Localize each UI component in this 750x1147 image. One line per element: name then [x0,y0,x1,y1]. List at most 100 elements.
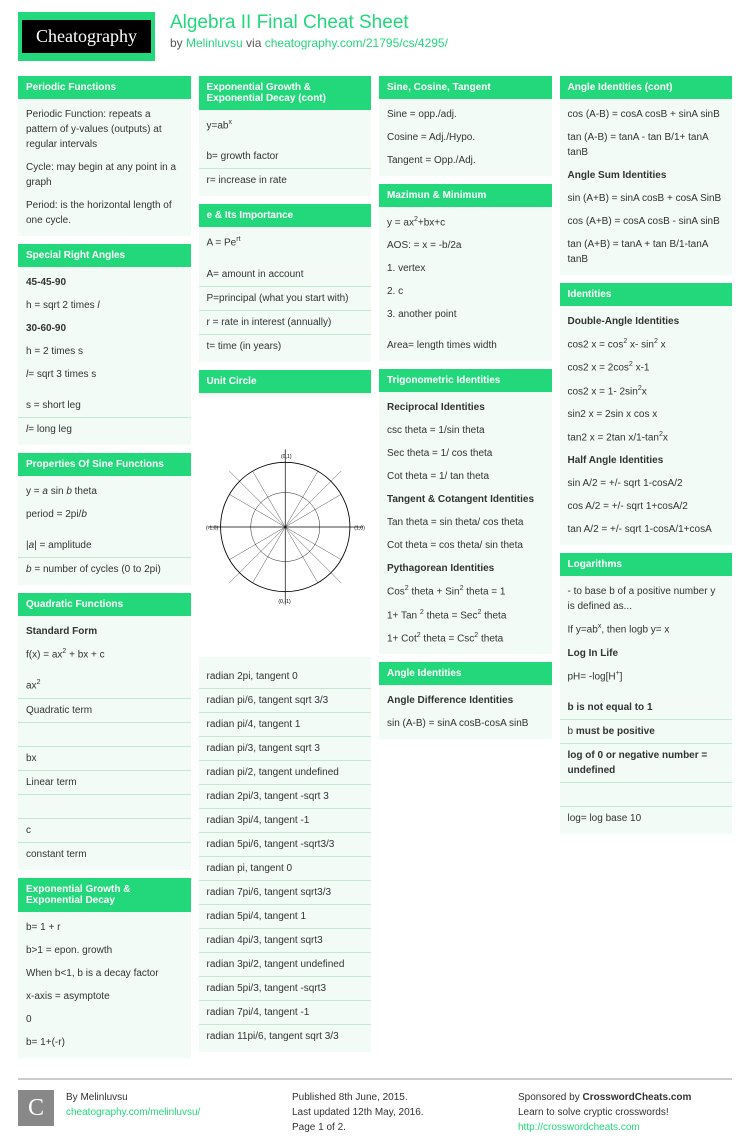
sponsor-link[interactable]: http://crosswordcheats.com [518,1122,640,1133]
content-row: tan (A+B) = tanA + tan B/1-tanA tanB [560,233,733,271]
content-row: y = a sin b theta [18,480,191,503]
footer-logo-icon: C [18,1090,54,1126]
content-row: Cot theta = cos theta/ sin theta [379,534,552,557]
content-row: Tangent = Opp./Adj. [379,149,552,172]
content-row: Linear term [18,770,191,794]
content-row: cos (A-B) = cosA cosB + sinA sinB [560,103,733,126]
box-trig-ident: Trigonometric Identities Reciprocal Iden… [379,369,552,654]
footer-author-link[interactable]: cheatography.com/melinluvsu/ [66,1107,200,1118]
content-row: 1+ Cot2 theta = Csc2 theta [379,627,552,650]
content-row: ax2 [18,674,191,697]
content-row: sin (A-B) = sinA cosB-cosA sinB [379,712,552,735]
content-row: log of 0 or negative number = undefined [560,743,733,782]
box-logarithms: Logarithms - to base b of a positive num… [560,553,733,834]
content-row: A= amount in account [199,263,372,286]
author-link[interactable]: Melinluvsu [186,36,243,50]
page-title: Algebra II Final Cheat Sheet [170,12,448,34]
content-row: radian pi/6, tangent sqrt 3/3 [199,688,372,712]
content-row: cos A/2 = +/- sqrt 1+cosA/2 [560,495,733,518]
content-row: If y=abx, then logb y= x [560,618,733,641]
content-row: AOS: = x = -b/2a [379,234,552,257]
content-row: Cycle: may begin at any point in a graph [18,156,191,194]
content-row [18,794,191,818]
content-row: radian 7pi/4, tangent -1 [199,1000,372,1024]
content-row: P=principal (what you start with) [199,286,372,310]
content-row: Area= length times width [379,334,552,357]
content-row: Angle Sum Identities [560,164,733,187]
content-row: radian 7pi/6, tangent sqrt3/3 [199,880,372,904]
content-row: Pythagorean Identities [379,557,552,580]
content-row: log= log base 10 [560,806,733,830]
content-row: Tan theta = sin theta/ cos theta [379,511,552,534]
content-row: - to base b of a positive number y is de… [560,580,733,618]
content-row: b must be positive [560,719,733,743]
content-row: h = sqrt 2 times l [18,294,191,317]
content-row: cos (A+B) = cosA cosB - sinA sinB [560,210,733,233]
content-row: Standard Form [18,620,191,643]
column-2: Exponential Growth & Exponential Decay (… [199,76,372,1066]
content-row: Reciprocal Identities [379,396,552,419]
content-row: c [18,818,191,842]
content-row: Tangent & Cotangent Identities [379,488,552,511]
footer: C By Melinluvsu cheatography.com/melinlu… [18,1078,732,1135]
content-row: x-axis = asymptote [18,985,191,1008]
content-row: y=abx [199,114,372,137]
svg-text:(0,-1): (0,-1) [278,599,291,605]
column-3: Sine, Cosine, Tangent Sine = opp./adj.Co… [379,76,552,1066]
box-exp-growth: Exponential Growth & Exponential Decay b… [18,878,191,1058]
content-row: radian 5pi/4, tangent 1 [199,904,372,928]
byline: by Melinluvsu via cheatography.com/21795… [170,36,448,50]
content-row: radian pi/2, tangent undefined [199,760,372,784]
box-angle-ident: Angle Identities Angle Difference Identi… [379,662,552,739]
content-row: 1+ Tan 2 theta = Sec2 theta [379,604,552,627]
content-row: csc theta = 1/sin theta [379,419,552,442]
content-row: Sine = opp./adj. [379,103,552,126]
content-row: tan (A-B) = tanA - tan B/1+ tanA tanB [560,126,733,164]
content-row: Cos2 theta + Sin2 theta = 1 [379,580,552,603]
footer-sponsor: Sponsored by CrosswordCheats.com Learn t… [518,1090,732,1135]
content-row: b is not equal to 1 [560,696,733,719]
content-row: Sec theta = 1/ cos theta [379,442,552,465]
content-row: radian pi/3, tangent sqrt 3 [199,736,372,760]
content-row: 2. c [379,280,552,303]
content-row: Cosine = Adj./Hypo. [379,126,552,149]
source-link[interactable]: cheatography.com/21795/cs/4295/ [265,36,448,50]
box-max-min: Mazimun & Minimum y = ax2+bx+cAOS: = x =… [379,184,552,361]
footer-meta: Published 8th June, 2015. Last updated 1… [292,1090,506,1135]
content-row: s = short leg [18,394,191,417]
content-row: tan2 x = 2tan x/1-tan2x [560,426,733,449]
content-row: 45-45-90 [18,271,191,294]
content-row: radian 5pi/3, tangent -sqrt3 [199,976,372,1000]
unit-circle-diagram: (1,0) (0,1) (-1,0) (0,-1) [199,397,372,657]
content-row: sin2 x = 2sin x cos x [560,403,733,426]
content-row: Double-Angle Identities [560,310,733,333]
svg-text:(1,0): (1,0) [354,525,365,531]
content-row: cos2 x = 2cos2 x-1 [560,356,733,379]
content-row: l= long leg [18,417,191,441]
content-row: radian 5pi/6, tangent -sqrt3/3 [199,832,372,856]
box-sct: Sine, Cosine, Tangent Sine = opp./adj.Co… [379,76,552,176]
content-row: h = 2 times s [18,340,191,363]
box-exp-growth-cont: Exponential Growth & Exponential Decay (… [199,76,372,196]
content-row: b= 1 + r [18,916,191,939]
content-row: radian 11pi/6, tangent sqrt 3/3 [199,1024,372,1048]
content-row: t= time (in years) [199,334,372,358]
content-row: 30-60-90 [18,317,191,340]
box-identities: Identities Double-Angle Identitiescos2 x… [560,283,733,545]
svg-text:(-1,0): (-1,0) [205,525,218,531]
content-row: b>1 = epon. growth [18,939,191,962]
box-periodic: Periodic Functions Periodic Function: re… [18,76,191,236]
content-row: radian 3pi/4, tangent -1 [199,808,372,832]
box-sine-props: Properties Of Sine Functions y = a sin b… [18,453,191,585]
box-e-importance: e & Its Importance A = Pert A= amount in… [199,204,372,361]
content-row: period = 2pi/b [18,503,191,526]
logo: Cheatography [18,12,155,61]
content-row: pH= -log[H+] [560,665,733,688]
content-row: Periodic Function: repeats a pattern of … [18,103,191,156]
content-row: Half Angle Identities [560,449,733,472]
content-row: f(x) = ax2 + bx + c [18,643,191,666]
content-row: radian 2pi, tangent 0 [199,665,372,688]
content-row: Cot theta = 1/ tan theta [379,465,552,488]
header: Cheatography Algebra II Final Cheat Shee… [18,12,732,61]
content-row: y = ax2+bx+c [379,211,552,234]
